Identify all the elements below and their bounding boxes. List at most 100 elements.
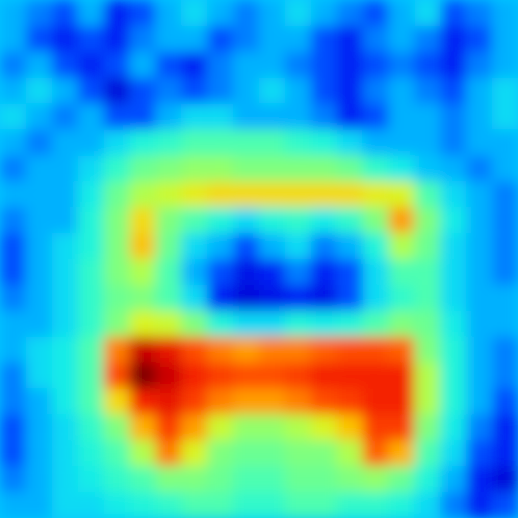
heatmap-cell <box>363 440 389 466</box>
heatmap-cell <box>337 26 363 52</box>
heatmap-cell <box>311 440 337 466</box>
heatmap-cell <box>0 440 26 466</box>
heatmap-cell <box>104 104 130 130</box>
heatmap-cell <box>207 26 233 52</box>
heatmap-cell <box>207 311 233 337</box>
heatmap-cell <box>492 311 518 337</box>
heatmap-cell <box>363 492 389 518</box>
heatmap-cell <box>414 181 440 207</box>
heatmap-cell <box>285 466 311 492</box>
heatmap-cell <box>363 0 389 26</box>
heatmap-cell <box>363 337 389 363</box>
heatmap-cell <box>285 414 311 440</box>
heatmap-cell <box>233 233 259 259</box>
heatmap-cell <box>389 440 415 466</box>
heatmap-cell <box>389 130 415 156</box>
heatmap-cell <box>414 155 440 181</box>
heatmap-cell <box>181 311 207 337</box>
heatmap-cell <box>130 0 156 26</box>
heatmap-cell <box>233 311 259 337</box>
heatmap-cell <box>181 155 207 181</box>
heatmap-cell <box>52 492 78 518</box>
heatmap-cell <box>52 104 78 130</box>
heatmap-cell <box>389 466 415 492</box>
heatmap-cell <box>130 259 156 285</box>
heatmap-cell <box>181 0 207 26</box>
heatmap-cell <box>130 181 156 207</box>
heatmap-cell <box>311 259 337 285</box>
heatmap-cell <box>104 233 130 259</box>
heatmap-cell <box>285 259 311 285</box>
heatmap-cell <box>155 181 181 207</box>
heatmap-cell <box>440 104 466 130</box>
heatmap-cell <box>233 414 259 440</box>
heatmap-cell <box>207 466 233 492</box>
heatmap-cell <box>363 26 389 52</box>
heatmap-cell <box>104 311 130 337</box>
heatmap-svg <box>0 0 518 518</box>
heatmap-cell <box>0 337 26 363</box>
heatmap-cell <box>155 389 181 415</box>
heatmap-cell <box>311 466 337 492</box>
heatmap-cell <box>181 466 207 492</box>
heatmap-cell <box>233 337 259 363</box>
heatmap-cell <box>337 440 363 466</box>
heatmap-cell <box>52 155 78 181</box>
heatmap-cell <box>311 414 337 440</box>
heatmap-cell <box>207 104 233 130</box>
heatmap-cell <box>233 466 259 492</box>
heatmap-cell <box>233 389 259 415</box>
heatmap-cell <box>414 26 440 52</box>
heatmap-cell <box>130 52 156 78</box>
heatmap-cell <box>259 78 285 104</box>
heatmap-cell <box>0 389 26 415</box>
heatmap-cell <box>285 233 311 259</box>
heatmap-cell <box>337 492 363 518</box>
heatmap-cell <box>466 155 492 181</box>
heatmap-cell <box>492 259 518 285</box>
heatmap-cell <box>414 233 440 259</box>
heatmap-cell <box>259 466 285 492</box>
heatmap-cell <box>337 181 363 207</box>
heatmap-cell <box>52 52 78 78</box>
heatmap-cell <box>78 181 104 207</box>
heatmap-cell <box>285 337 311 363</box>
heatmap-cell <box>440 155 466 181</box>
heatmap-cell <box>389 414 415 440</box>
heatmap-cell <box>466 207 492 233</box>
heatmap-cell <box>26 0 52 26</box>
heatmap-cell <box>26 466 52 492</box>
heatmap-cell <box>52 414 78 440</box>
heatmap-cell <box>337 389 363 415</box>
heatmap-cell <box>363 233 389 259</box>
heatmap-cell <box>181 233 207 259</box>
heatmap-cell <box>259 440 285 466</box>
heatmap-cell <box>78 414 104 440</box>
heatmap-cell <box>389 207 415 233</box>
heatmap-cell <box>285 181 311 207</box>
heatmap-cell <box>466 259 492 285</box>
heatmap-cell <box>0 130 26 156</box>
heatmap-cell <box>104 207 130 233</box>
heatmap-cell <box>440 414 466 440</box>
heatmap-cell <box>130 104 156 130</box>
heatmap-cell <box>492 26 518 52</box>
heatmap-cell <box>155 492 181 518</box>
heatmap-cell <box>233 363 259 389</box>
heatmap-cell <box>207 155 233 181</box>
heatmap-cell <box>259 233 285 259</box>
heatmap-cell <box>0 78 26 104</box>
heatmap-cell <box>259 311 285 337</box>
heatmap-cell <box>363 52 389 78</box>
heatmap-cell <box>414 52 440 78</box>
heatmap-cell <box>466 363 492 389</box>
heatmap-cell <box>311 337 337 363</box>
heatmap-cell <box>363 155 389 181</box>
heatmap-cell <box>104 492 130 518</box>
heatmap-cell <box>466 492 492 518</box>
heatmap-cell <box>233 104 259 130</box>
heatmap-cell <box>492 52 518 78</box>
heatmap-cell <box>52 26 78 52</box>
heatmap-cell <box>389 181 415 207</box>
heatmap-cell <box>440 52 466 78</box>
